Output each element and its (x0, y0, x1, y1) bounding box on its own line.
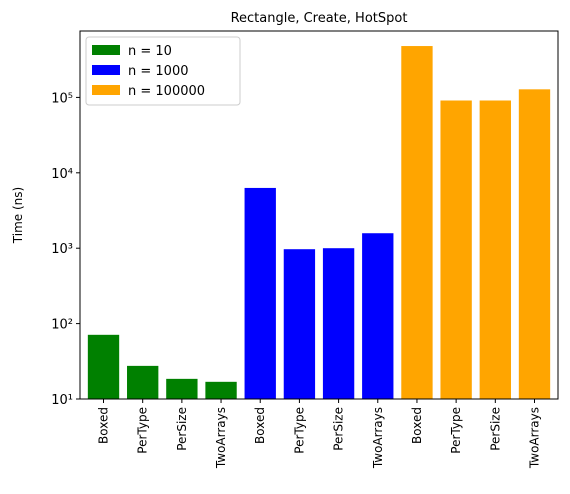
y-tick-label: 10² (51, 318, 73, 333)
plot-frame (79, 30, 559, 400)
x-tick-label: PerSize (175, 407, 189, 451)
bar (205, 381, 237, 399)
x-tick-label: Boxed (410, 407, 424, 444)
x-tick-label: PerType (449, 407, 463, 454)
x-tick-label: TwoArrays (527, 407, 541, 469)
y-tick-label: 10⁵ (51, 91, 73, 106)
x-tick-label: PerSize (488, 407, 502, 451)
bar (440, 100, 472, 399)
chart-title: Rectangle, Create, HotSpot (231, 11, 408, 26)
legend-swatch (92, 65, 120, 75)
bar (283, 249, 316, 399)
bar (87, 334, 120, 399)
x-tick-label: TwoArrays (214, 407, 228, 469)
legend-box (85, 36, 241, 106)
legend-label: n = 1000 (128, 64, 188, 79)
x-tick-label: Boxed (97, 407, 111, 444)
bar (127, 365, 159, 399)
legend-swatch (92, 85, 120, 95)
y-tick-label: 10¹ (51, 393, 73, 408)
legend-swatch (92, 45, 120, 55)
y-axis-label: Time (ns) (11, 187, 25, 244)
bar (322, 248, 355, 399)
legend-label: n = 10 (128, 44, 172, 59)
bar (401, 46, 433, 399)
legend-label: n = 100000 (128, 84, 205, 99)
bar (518, 89, 551, 399)
y-tick-label: 10³ (51, 242, 73, 257)
x-tick-label: PerType (292, 407, 306, 454)
bar (166, 378, 198, 399)
x-tick-label: PerSize (332, 407, 346, 451)
x-tick-label: Boxed (253, 407, 267, 444)
bar (479, 100, 511, 399)
x-tick-label: PerType (136, 407, 150, 454)
y-tick-label: 10⁴ (51, 167, 73, 182)
bar (362, 233, 394, 399)
x-tick-label: TwoArrays (371, 407, 385, 469)
bar (244, 187, 276, 399)
